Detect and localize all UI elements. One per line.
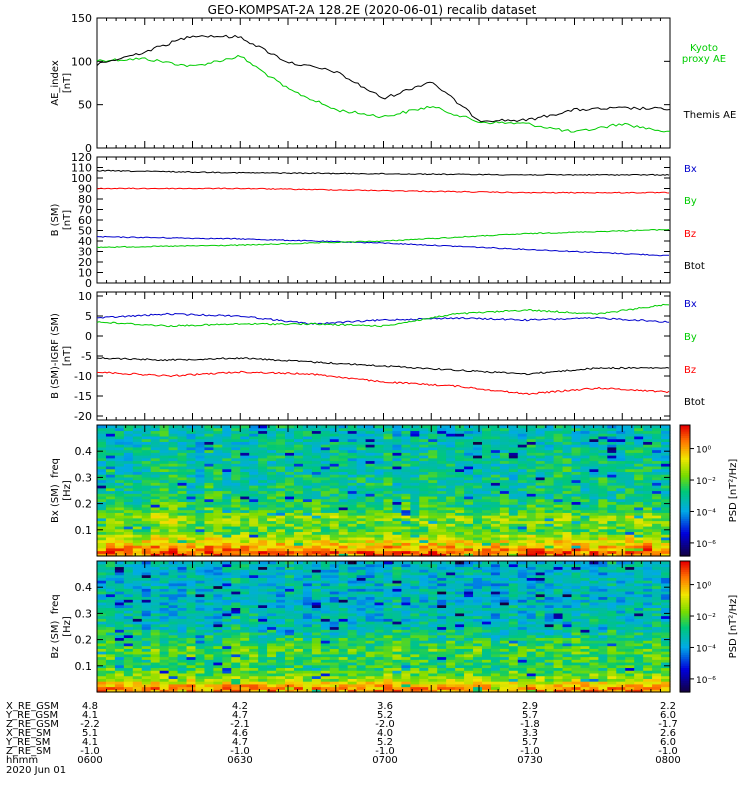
ae-ytick-label: 50 [78, 99, 92, 112]
bxspec-ytick-label: 0.3 [75, 471, 93, 484]
bxspec-colorbar: 10⁰ 10⁻² 10⁻⁴ 10⁻⁶ PSD [nT²/Hz] [680, 425, 739, 557]
legend-bsm-bx: Bx [684, 164, 697, 175]
bsm-frame [97, 157, 670, 283]
bxspec-ytick-label: 0.1 [75, 524, 93, 537]
bigrf-series-by [97, 304, 669, 326]
bigrf-ytick-label: 5 [85, 310, 92, 323]
bigrf-series-bz [97, 371, 669, 394]
panel-bxspec: 0.10.20.30.4Bx (SM) freq[Hz]10⁰10⁻²10⁻⁴1… [50, 425, 739, 557]
bigrf-ylabel: B (SM)-IGRF (SM) [50, 313, 61, 399]
ae-series-kyoto-proxy-ae [97, 56, 670, 133]
bsm-ylabel-unit: [nT] [62, 210, 73, 230]
ae-ylabel: AE_index [50, 60, 61, 106]
bigrf-ylabel-unit: [nT] [62, 346, 73, 366]
bzspec-cells [97, 561, 671, 693]
bxspec-ytick-label: 0.4 [75, 445, 93, 458]
legend-bigrf-bx: Bx [684, 299, 697, 310]
bigrf-series-btot [97, 358, 669, 375]
ae-ytick-label: 150 [71, 12, 92, 25]
legend-bigrf-by: By [684, 332, 697, 343]
bigrf-frame [97, 292, 670, 420]
legend-bsm-btot: Btot [684, 261, 705, 272]
bxspec-colorbar-label: PSD [nT²/Hz] [728, 459, 739, 523]
legend-kyoto-2: proxy AE [682, 54, 726, 65]
bigrf-ytick-label: -15 [74, 390, 92, 403]
bigrf-ytick-label: -10 [74, 370, 92, 383]
bigrf-ytick-label: 10 [78, 290, 92, 303]
legend-kyoto: Kyoto [690, 43, 718, 54]
bsm-ylabel: B (SM) [50, 203, 61, 236]
bigrf-ytick-label: 0 [85, 330, 92, 343]
bxspec-ytick-label: 0.2 [75, 498, 93, 511]
bsm-series-bz [97, 188, 669, 193]
legend-bigrf-bz: Bz [684, 365, 696, 376]
bxspec-colorbar-tick-label: 10⁰ [696, 446, 711, 456]
figure-title: GEO-KOMPSAT-2A 128.2E (2020-06-01) recal… [208, 3, 537, 17]
legend-bsm-bz: Bz [684, 229, 696, 240]
bsm-series-by [97, 230, 669, 248]
bigrf-ytick-label: -5 [81, 350, 92, 363]
legend-bsm-by: By [684, 196, 697, 207]
bxspec-ylabel-unit: [Hz] [62, 480, 73, 501]
bxspec-colorbar-tick-label: 10⁻² [696, 477, 716, 487]
ae-series-themis-ae [97, 35, 670, 121]
legend-themis: Themis AE [683, 110, 737, 121]
bsm-series-btot [97, 170, 669, 175]
legend-bigrf-btot: Btot [684, 397, 705, 408]
ae-frame [97, 18, 670, 148]
bxspec-ylabel: Bx (SM) freq [50, 458, 61, 523]
panel-bzspec: 0.10.20.30.4Bz (SM) freq[Hz]10⁰10⁻²10⁻⁴1… [50, 561, 739, 693]
bxspec-cells [97, 425, 671, 557]
bigrf-series-bx [97, 313, 669, 324]
bsm-ytick-label: 120 [71, 151, 92, 164]
ae-ytick-label: 100 [71, 55, 92, 68]
bxspec-colorbar-tick-label: 10⁻⁶ [696, 540, 716, 550]
panel-bigrf: -20 -15 -10 -5 0 5 10 B (SM)-IGRF (SM)[nT] Bx By B… [50, 290, 705, 423]
bxspec-colorbar-tick-label: 10⁻⁴ [696, 508, 716, 518]
ae-ylabel-unit: [nT] [62, 73, 73, 93]
bigrf-ytick-label: -20 [74, 410, 92, 423]
